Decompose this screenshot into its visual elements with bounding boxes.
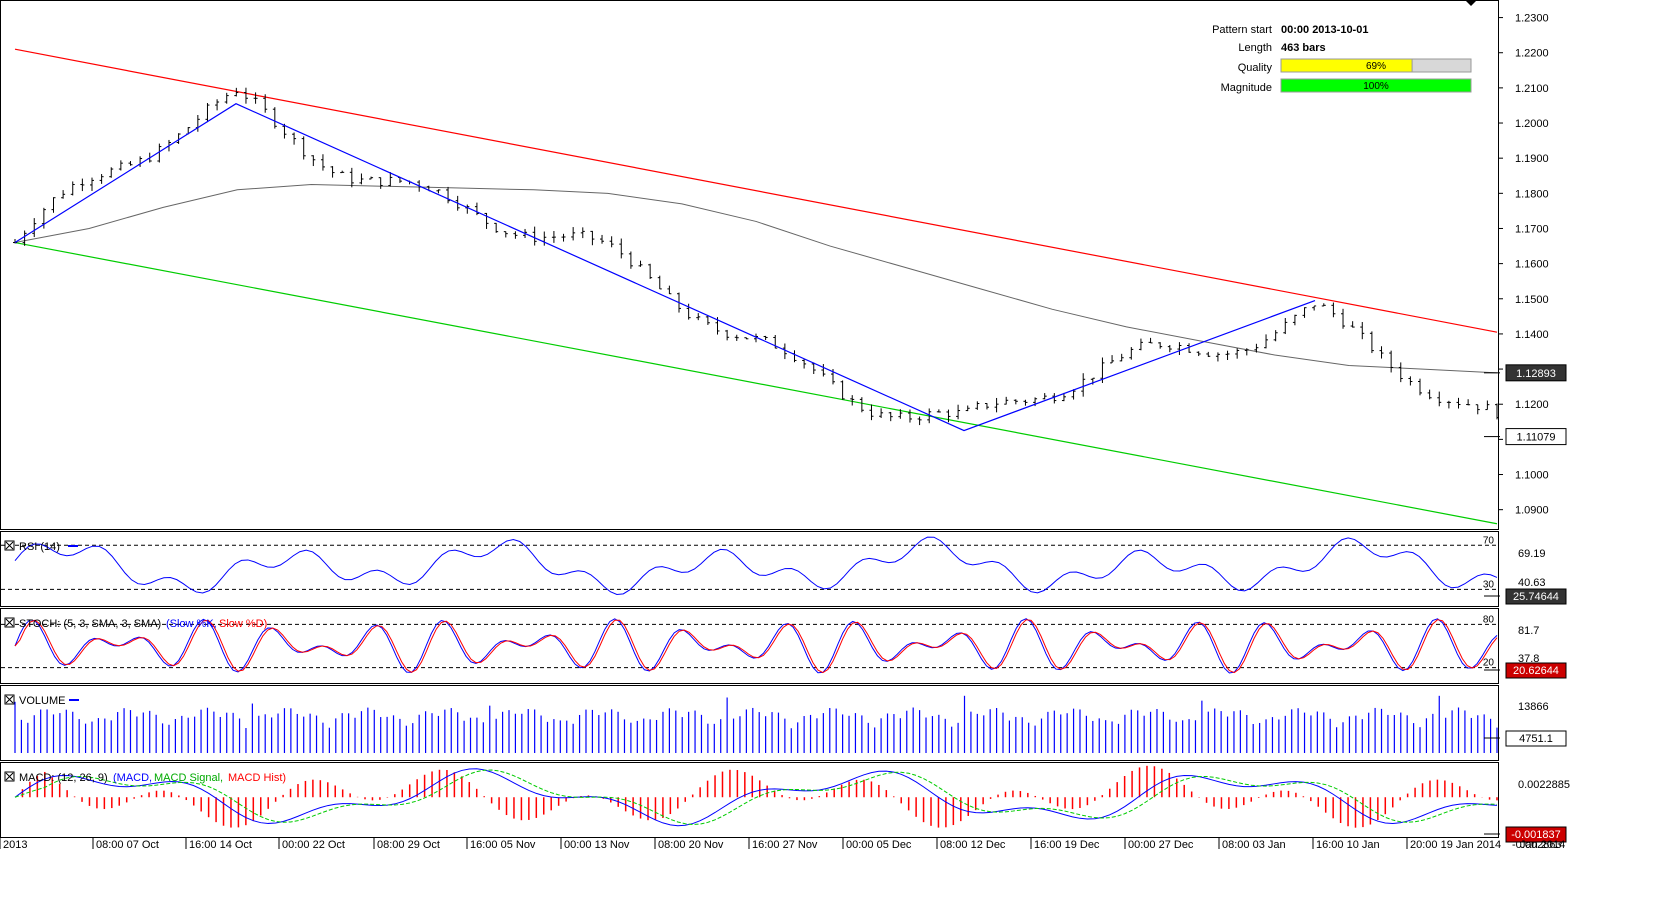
price-axis: 1.2300 1.2200 1.2100 1.2000 1.1900 1.1800 1.17… [1484, 13, 1567, 517]
time-tick-label: 08:00 29 Oct [377, 839, 440, 851]
stoch-d-legend: Slow %D) [219, 618, 267, 630]
stoch-label: STOCH: (5, 3, SMA, 3, SMA) [19, 618, 161, 630]
time-tick-label: 00:00 05 Dec [846, 839, 912, 851]
time-tick-label: 00:00 13 Nov [564, 839, 630, 851]
collapse-arrow-icon[interactable] [1465, 0, 1477, 6]
price-tick-label: 1.1700 [1515, 223, 1549, 235]
stoch-close-icon-cross [5, 618, 14, 627]
main-price-panel [0, 0, 1499, 530]
rsi-current-value: 25.74644 [1513, 591, 1559, 603]
macd-line [14, 768, 1498, 827]
price-tick-label: 1.1900 [1515, 153, 1549, 165]
rsi-axis-low: 40.63 [1518, 577, 1546, 589]
macd-label: MACD: (12, 26, 9) [19, 772, 108, 784]
stoch-panel [0, 608, 1499, 684]
price-tick-label: 1.1500 [1515, 294, 1549, 306]
rsi-close-icon-cross [5, 541, 14, 550]
price-tick-label: 1.0900 [1515, 505, 1549, 517]
volume-panel [0, 685, 1499, 761]
quality-bar-fill [1280, 58, 1413, 73]
price-tick-label: 1.2300 [1515, 13, 1549, 25]
length-label: Length [1238, 42, 1272, 54]
current-price-label: 1.12893 [1516, 368, 1556, 380]
moving-average-line [14, 184, 1498, 374]
current-price-box [1505, 364, 1567, 382]
volume-plot: 13866 4751.1 [14, 695, 1567, 753]
macd-hist-legend: MACD Hist) [228, 772, 286, 784]
stoch-current-value-box [1505, 662, 1567, 679]
zigzag-pattern-line [14, 103, 1316, 432]
rsi-level-70-label: 70 [1483, 535, 1495, 546]
macd-signal-line [14, 769, 1498, 825]
time-tick-label: 16:00 19 Dec [1034, 839, 1100, 851]
volume-current-value-box [1505, 730, 1567, 747]
stoch-level-20-label: 20 [1483, 658, 1495, 669]
stoch-level-80-label: 80 [1483, 614, 1495, 625]
length-value: 463 bars [1281, 42, 1326, 54]
magnitude-label: Magnitude [1221, 82, 1272, 94]
price-plot [13, 48, 1499, 525]
pattern-info-box: Pattern start 00:00 2013-10-01 Length 46… [1212, 24, 1472, 94]
rsi-plot: 70 30 69.19 40.63 25.74644 [1, 535, 1567, 605]
time-tick-label: 16:00 14 Oct [189, 839, 252, 851]
volume-axis-high: 13866 [1518, 701, 1549, 713]
current-price-box [1505, 428, 1567, 446]
time-tick-label: 2013 [3, 839, 27, 851]
time-tick-label: 16:00 27 Nov [752, 839, 818, 851]
time-tick-label: Jan 2014 [1520, 839, 1565, 851]
macd-current-value-box [1505, 826, 1567, 843]
time-tick-label: 08:00 07 Oct [96, 839, 159, 851]
macd-close-icon-cross [5, 772, 14, 781]
rsi-level-30-label: 30 [1483, 579, 1495, 590]
stoch-d-line [14, 619, 1498, 674]
macd-axis-high: 0.0022885 [1518, 779, 1570, 791]
macd-line-legend: (MACD, [113, 772, 152, 784]
time-tick-label: 16:00 10 Jan [1316, 839, 1380, 851]
time-tick-label: 20:00 19 Jan 2014 [1410, 839, 1501, 851]
stoch-plot: 80 20 81.7 37.820.62644 [1, 614, 1567, 679]
quality-label: Quality [1238, 62, 1273, 74]
volume-label: VOLUME [19, 695, 65, 707]
rsi-axis-high: 69.19 [1518, 548, 1546, 560]
time-axis: 2013 08:00 07 Oct 16:00 14 Oct 00:00 22 Oct… [0, 838, 1565, 851]
magnitude-bar-fill [1280, 78, 1472, 93]
time-tick-label: 00:00 22 Oct [282, 839, 345, 851]
price-tick-label: 1.1000 [1515, 470, 1549, 482]
stoch-current-value: 20.62644 [1513, 665, 1559, 677]
macd-current-value: -0.001837 [1511, 829, 1561, 841]
current-price-label: 1.11079 [1517, 432, 1556, 444]
rsi-current-value-box [1505, 588, 1567, 605]
price-tick-label: 1.1600 [1515, 259, 1549, 271]
volume-close-icon-cross [5, 695, 14, 704]
time-tick-label: 08:00 12 Dec [940, 839, 1006, 851]
price-tick-label: 1.1200 [1515, 399, 1549, 411]
rsi-line [14, 536, 1498, 596]
magnitude-value: 100% [1363, 81, 1389, 92]
price-tick-label: 1.2200 [1515, 48, 1549, 60]
time-tick-label: 00:00 27 Dec [1128, 839, 1194, 851]
macd-signal-legend: MACD Signal, [154, 772, 223, 784]
price-tick-label: 1.2100 [1515, 83, 1549, 95]
pattern-start-label: Pattern start [1212, 24, 1272, 36]
stoch-axis-high: 81.7 [1518, 625, 1539, 637]
price-tick-label: 1.2000 [1515, 118, 1549, 130]
time-tick-label: 16:00 05 Nov [470, 839, 536, 851]
rsi-label: RSI (14) [19, 541, 60, 553]
macd-panel [0, 762, 1499, 838]
price-tick-label: 1.1400 [1515, 329, 1549, 341]
time-tick-label: 08:00 03 Jan [1222, 839, 1286, 851]
volume-current-value: 4751.1 [1519, 733, 1553, 745]
support-line [14, 241, 1498, 525]
stoch-k-legend: (Slow %K, [166, 618, 217, 630]
quality-value: 69% [1366, 61, 1386, 72]
time-tick-label: 08:00 20 Nov [658, 839, 724, 851]
macd-plot: 0.0022885-0.002863-0.001837 [14, 765, 1570, 851]
resistance-line [14, 48, 1498, 333]
stoch-axis-mid: 37.8 [1518, 653, 1539, 665]
pattern-start-value: 00:00 2013-10-01 [1281, 24, 1368, 36]
price-tick-label: 1.1800 [1515, 188, 1549, 200]
